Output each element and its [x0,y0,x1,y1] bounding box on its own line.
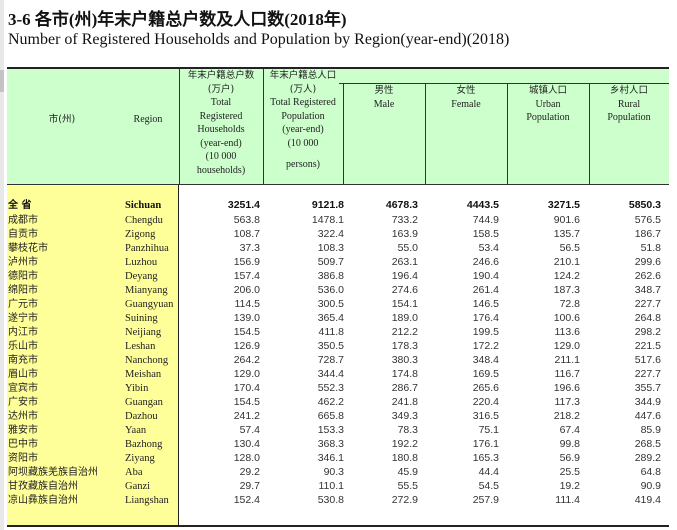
table-row: 德阳市 Deyang 157.4 386.8 196.4 190.4 124.2 262… [8,270,661,282]
table-row-total: 全 省 Sichuan 3251.4 9121.8 4678.3 4443.5 327… [8,199,661,211]
header-male: 男性 Male [373,85,395,110]
table-header: 市(州) Region 年末户籍总户数 (万户) Total Registere… [7,69,669,185]
table-row: 绵阳市 Mianyang 206.0 536.0 274.6 261.4 187.3 3… [8,284,661,296]
table-title-en: Number of Registered Households and Popu… [8,31,510,48]
table-row: 广元市 Guangyuan 114.5 300.5 154.1 146.5 72.8 2… [8,298,661,310]
table-row: 雅安市 Yaan 57.4 153.3 78.3 75.1 67.4 85.9 [8,424,661,436]
table-row: 甘孜藏族自治州 Ganzi 29.7 110.1 55.5 54.5 19.2 90.9 [8,480,661,492]
table-row: 阿坝藏族羌族自治州 Aba 29.2 90.3 45.9 44.4 25.5 64.8 [8,466,661,478]
table-title-cn: 3-6 各市(州)年末户籍总户数及人口数(2018年) [8,10,347,29]
table-row: 资阳市 Ziyang 128.0 346.1 180.8 165.3 56.9 289.… [8,452,661,464]
table-row: 内江市 Neijiang 154.5 411.8 212.2 199.5 113.6 2… [8,326,661,338]
table-body: 全 省 Sichuan 3251.4 9121.8 4678.3 4443.5 327… [7,185,669,525]
table-row: 达州市 Dazhou 241.2 665.8 349.3 316.5 218.2 447… [8,410,661,422]
table-row: 广安市 Guangan 154.5 462.2 241.8 220.4 117.3 34… [8,396,661,408]
table-row: 攀枝花市 Panzhihua 37.3 108.3 55.0 53.4 56.5 51.… [8,242,661,254]
header-households: 年末户籍总户数 (万户) Total Registered Households… [187,70,255,176]
population-table: 市(州) Region 年末户籍总户数 (万户) Total Registere… [7,67,669,527]
table-row: 凉山彝族自治州 Liangshan 152.4 530.8 272.9 257.9 1… [8,494,661,506]
table-row: 乐山市 Leshan 126.9 350.5 178.3 172.2 129.0 221… [8,340,661,352]
table-row: 遂宁市 Suining 139.0 365.4 189.0 176.4 100.6 26… [8,312,661,324]
table-row: 宜宾市 Yibin 170.4 552.3 286.7 265.6 196.6 355.… [8,382,661,394]
header-urban: 城镇人口 Urban Population [526,85,570,123]
header-city: 市(州) [48,114,76,125]
scrollbar[interactable] [0,0,4,530]
header-rural: 乡村人口 Rural Population [607,85,651,123]
table-row: 泸州市 Luzhou 156.9 509.7 263.1 246.6 210.1 299… [8,256,661,268]
header-female: 女性 Female [451,85,481,110]
scrollbar-thumb[interactable] [0,70,4,92]
table-row: 巴中市 Bazhong 130.4 368.3 192.2 176.1 99.8 268… [8,438,661,450]
table-row: 南充市 Nanchong 264.2 728.7 380.3 348.4 211.1 5… [8,354,661,366]
header-region: Region [133,114,163,125]
header-population: 年末户籍总人口 (万人) Total Registered Population… [269,70,337,170]
table-row: 眉山市 Meishan 129.0 344.4 174.8 169.5 116.7 22… [8,368,661,380]
table-row: 自贡市 Zigong 108.7 322.4 163.9 158.5 135.7 186… [8,228,661,240]
table-row: 成都市 Chengdu 563.8 1478.1 733.2 744.9 901.6 5… [8,214,661,226]
